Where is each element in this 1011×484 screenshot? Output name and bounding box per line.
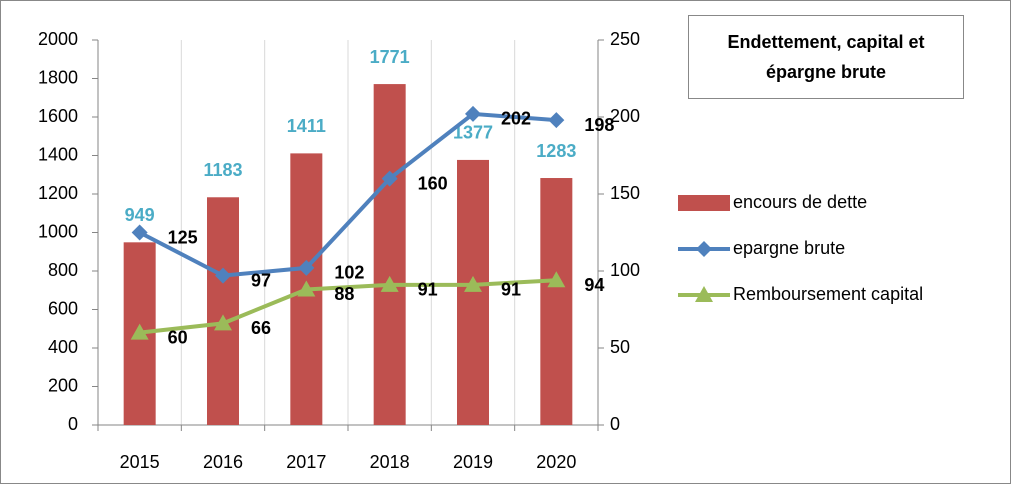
line <box>139 278 557 335</box>
bar-value-label: 949 <box>125 205 155 225</box>
y-tick-label: 2000 <box>38 29 78 49</box>
x-tick-label: 2017 <box>286 452 326 472</box>
legend-swatch <box>678 195 730 211</box>
line-value-label: 102 <box>334 263 364 283</box>
line-marker <box>381 170 398 187</box>
y-tick-label: 400 <box>48 337 78 357</box>
line-value-label: 91 <box>418 280 438 300</box>
y-tick-label: 1000 <box>38 221 78 241</box>
x-tick-label: 2016 <box>203 452 243 472</box>
x-tick-label: 2020 <box>536 452 576 472</box>
line-value-label: 202 <box>501 109 531 129</box>
line-marker <box>214 314 232 331</box>
y-tick-label: 600 <box>48 298 78 318</box>
line-marker <box>696 241 712 257</box>
line-value-label: 125 <box>168 227 198 247</box>
bar <box>457 159 489 426</box>
bar-value-label: 1377 <box>453 123 493 143</box>
line-value-label: 94 <box>584 275 604 295</box>
y2-tick-label: 0 <box>610 414 620 434</box>
y-tick-label: 0 <box>68 414 78 434</box>
x-tick-label: 2018 <box>370 452 410 472</box>
y-tick-label: 800 <box>48 260 78 280</box>
line-marker <box>548 112 565 129</box>
line-marker <box>380 275 399 292</box>
line-value-label: 97 <box>251 270 271 290</box>
bar-value-label: 1183 <box>203 160 242 180</box>
line-value-label: 60 <box>168 327 188 347</box>
line-marker <box>465 105 481 122</box>
line-value-label: 88 <box>334 284 354 304</box>
y-tick-label: 200 <box>48 375 78 395</box>
line-marker <box>215 267 231 284</box>
legend-label: epargne brute <box>733 238 845 258</box>
line-marker <box>298 259 315 276</box>
line-value-label: 160 <box>418 173 448 193</box>
legend-label: encours de dette <box>733 192 867 212</box>
line-marker <box>547 271 566 288</box>
y2-tick-label: 100 <box>610 260 640 280</box>
line-marker <box>130 323 149 340</box>
line-marker <box>131 224 148 241</box>
y-tick-label: 1800 <box>38 67 78 87</box>
legend-label: Remboursement capital <box>733 284 923 304</box>
bar <box>207 197 239 425</box>
line-value-label: 91 <box>501 280 521 300</box>
line-marker <box>695 286 713 302</box>
y-tick-label: 1200 <box>38 183 78 203</box>
bar <box>540 178 573 425</box>
line-marker <box>464 275 482 292</box>
line <box>138 111 557 278</box>
x-tick-label: 2015 <box>120 452 160 472</box>
y2-tick-label: 250 <box>610 29 640 49</box>
bar-value-label: 1771 <box>370 47 410 67</box>
line-value-label: 198 <box>584 115 614 135</box>
chart-title: Endettement, capital et épargne brute <box>688 15 964 99</box>
x-tick-label: 2019 <box>453 452 493 472</box>
y2-tick-label: 50 <box>610 337 630 357</box>
bar-value-label: 1411 <box>287 116 326 136</box>
bar <box>373 84 406 426</box>
line-marker <box>297 280 316 297</box>
bar-value-label: 1283 <box>536 141 576 161</box>
y2-tick-label: 200 <box>610 106 640 126</box>
line-value-label: 66 <box>251 318 271 338</box>
y2-tick-label: 150 <box>610 183 640 203</box>
y-tick-label: 1600 <box>38 106 78 126</box>
y-tick-label: 1400 <box>38 144 78 164</box>
